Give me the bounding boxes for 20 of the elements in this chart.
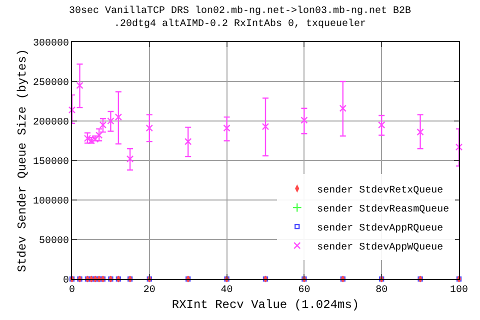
y-tick-label: 150000: [32, 157, 69, 168]
y-tick-label: 300000: [32, 38, 69, 50]
chart-subtitle: .20dtg4 altAIMD-0.2 RxIntAbs 0, txqueueler: [114, 18, 366, 30]
legend-label: sender StdevAppRQueue: [317, 222, 444, 234]
y-tick-label: 50000: [38, 236, 69, 247]
x-tick-label: 100: [450, 285, 468, 296]
x-tick-label: 60: [298, 285, 310, 296]
y-tick-label: 250000: [32, 78, 69, 89]
chart-title: 30sec VanillaTCP DRS lon02.mb-ng.net->lon03.mb-ng.net B2B: [68, 4, 412, 17]
legend-label: sender StdevRetxQueue: [317, 184, 444, 196]
x-tick-label: 80: [376, 285, 388, 296]
x-tick-label: 20: [143, 285, 156, 296]
y-tick-label: 0: [62, 276, 69, 286]
y-tick-label: 200000: [32, 118, 69, 128]
y-tick-label: 100000: [32, 196, 69, 208]
legend-label: sender StdevReasmQueue: [317, 203, 450, 216]
legend-label: sender StdevAppWQueue: [317, 241, 444, 254]
y-axis-title: Stdev Sender Queue Size (bytes): [15, 48, 30, 272]
x-axis-title: RXInt Recv Value (1.024ms): [172, 298, 360, 312]
x-tick-label: 40: [220, 285, 233, 296]
